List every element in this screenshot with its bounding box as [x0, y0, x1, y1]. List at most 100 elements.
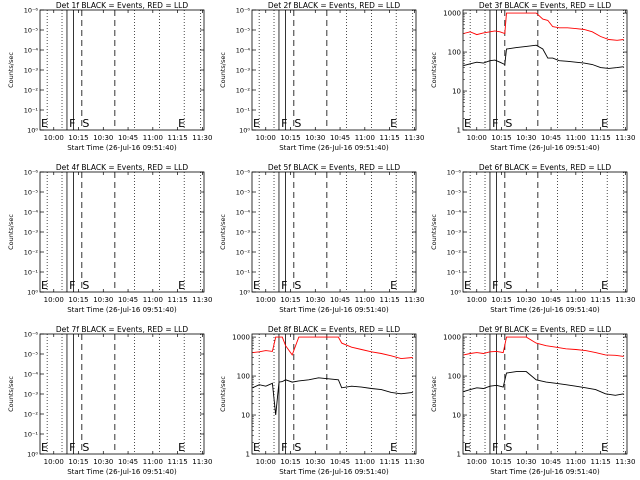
y-tick-label: 100	[237, 373, 250, 381]
event-marker-label: E	[178, 441, 185, 454]
y-axis-label: Counts/sec	[219, 214, 227, 250]
event-marker-label: E	[253, 441, 260, 454]
event-marker-label: E	[41, 117, 48, 130]
x-tick-label: 11:15	[379, 134, 399, 142]
y-tick-label: 10⁻⁶	[24, 7, 39, 15]
x-tick-label: 10:00	[467, 296, 487, 304]
series-line-events	[252, 377, 413, 416]
x-tick-label: 11:30	[615, 134, 635, 142]
x-tick-label: 10:15	[68, 296, 88, 304]
x-tick-label: 10:15	[280, 296, 300, 304]
x-tick-label: 10:00	[256, 458, 276, 466]
x-tick-label: 10:30	[93, 458, 113, 466]
y-tick-label: 10⁰	[450, 289, 461, 297]
x-axis-label: Start Time (26-Jul-16 09:51:40)	[279, 468, 389, 476]
x-tick-label: 11:30	[615, 458, 635, 466]
event-marker-label: S	[505, 279, 512, 292]
x-tick-label: 10:30	[305, 134, 325, 142]
x-tick-label: 11:15	[379, 458, 399, 466]
x-tick-label: 11:00	[566, 296, 586, 304]
x-tick-label: 11:15	[379, 296, 399, 304]
x-tick-label: 11:15	[590, 296, 610, 304]
x-tick-label: 11:00	[566, 458, 586, 466]
event-marker-label: F	[69, 279, 75, 292]
y-tick-label: 10⁻⁴	[24, 209, 39, 217]
y-tick-label: 1000	[443, 10, 461, 18]
y-tick-label: 10⁻¹	[236, 107, 251, 115]
y-tick-label: 10⁻³	[24, 229, 39, 237]
event-marker-label: E	[253, 117, 260, 130]
event-marker-label: S	[294, 441, 301, 454]
y-tick-label: 10⁻¹	[24, 431, 39, 439]
event-marker-label: S	[82, 279, 89, 292]
y-tick-label: 10⁻³	[24, 67, 39, 75]
panel-title: Det 8f BLACK = Events, RED = LLD	[268, 325, 401, 334]
x-tick-label: 10:00	[467, 458, 487, 466]
panel-title: Det 5f BLACK = Events, RED = LLD	[268, 163, 401, 172]
plot-frame	[462, 171, 628, 293]
y-axis-label: Counts/sec	[7, 214, 15, 250]
y-axis-label: Counts/sec	[430, 376, 438, 412]
y-tick-label: 1000	[232, 334, 250, 342]
y-tick-label: 10⁻³	[236, 67, 251, 75]
x-tick-label: 11:30	[404, 296, 424, 304]
x-axis-label: Start Time (26-Jul-16 09:51:40)	[490, 144, 600, 152]
panel-det-9: Det 9f BLACK = Events, RED = LLD Counts/s…	[430, 325, 635, 476]
event-marker-label: E	[601, 279, 608, 292]
event-marker-label: F	[69, 117, 75, 130]
y-tick-label: 10⁻¹	[24, 107, 39, 115]
y-tick-label: 10⁻⁶	[236, 169, 251, 177]
event-marker-label: F	[492, 279, 498, 292]
y-tick-label: 10⁰	[27, 289, 38, 297]
series-line-lld	[463, 336, 624, 357]
y-tick-label: 100	[448, 49, 461, 57]
panel-title: Det 7f BLACK = Events, RED = LLD	[56, 325, 189, 334]
y-axis-label: Counts/sec	[7, 52, 15, 88]
event-marker-label: F	[69, 441, 75, 454]
y-tick-label: 10⁻⁵	[447, 189, 462, 197]
event-marker-label: E	[41, 441, 48, 454]
x-tick-label: 10:30	[516, 134, 536, 142]
x-tick-label: 11:30	[192, 134, 212, 142]
y-tick-label: 10⁰	[27, 451, 38, 459]
event-marker-label: F	[492, 441, 498, 454]
y-tick-label: 10⁻⁴	[447, 209, 462, 217]
x-tick-label: 10:30	[516, 458, 536, 466]
x-axis-label: Start Time (26-Jul-16 09:51:40)	[67, 144, 177, 152]
y-axis-label: Counts/sec	[219, 376, 227, 412]
y-tick-label: 10⁻⁶	[447, 169, 462, 177]
y-tick-label: 10⁰	[239, 127, 250, 135]
x-tick-label: 10:45	[330, 458, 350, 466]
event-marker-label: S	[505, 441, 512, 454]
series-line-events	[463, 44, 624, 69]
y-axis-label: Counts/sec	[430, 52, 438, 88]
plot-frame	[251, 333, 417, 455]
x-axis-label: Start Time (26-Jul-16 09:51:40)	[67, 306, 177, 314]
y-tick-label: 10	[452, 88, 461, 96]
x-tick-label: 10:45	[118, 458, 138, 466]
event-marker-label: F	[281, 441, 287, 454]
x-tick-label: 11:30	[404, 134, 424, 142]
x-tick-label: 11:15	[167, 296, 187, 304]
event-marker-label: E	[390, 441, 397, 454]
y-tick-label: 10⁻⁵	[24, 27, 39, 35]
y-tick-label: 10⁰	[239, 289, 250, 297]
panel-det-1: Det 1f BLACK = Events, RED = LLD Counts/s…	[7, 1, 212, 152]
y-axis-label: Counts/sec	[7, 376, 15, 412]
y-tick-label: 10⁻³	[236, 229, 251, 237]
y-tick-label: 10⁻⁴	[236, 209, 251, 217]
y-tick-label: 10⁻⁵	[24, 351, 39, 359]
y-tick-label: 10⁻⁴	[236, 47, 251, 55]
y-tick-label: 10⁻²	[447, 249, 462, 257]
y-tick-label: 10⁻⁴	[24, 371, 39, 379]
y-tick-label: 10⁻⁵	[24, 189, 39, 197]
x-tick-label: 10:15	[491, 134, 511, 142]
panel-title: Det 6f BLACK = Events, RED = LLD	[479, 163, 612, 172]
y-tick-label: 1	[457, 127, 461, 135]
panel-title: Det 2f BLACK = Events, RED = LLD	[268, 1, 401, 10]
x-tick-label: 11:00	[566, 134, 586, 142]
x-tick-label: 10:45	[118, 296, 138, 304]
event-marker-label: E	[253, 279, 260, 292]
x-tick-label: 10:00	[256, 296, 276, 304]
